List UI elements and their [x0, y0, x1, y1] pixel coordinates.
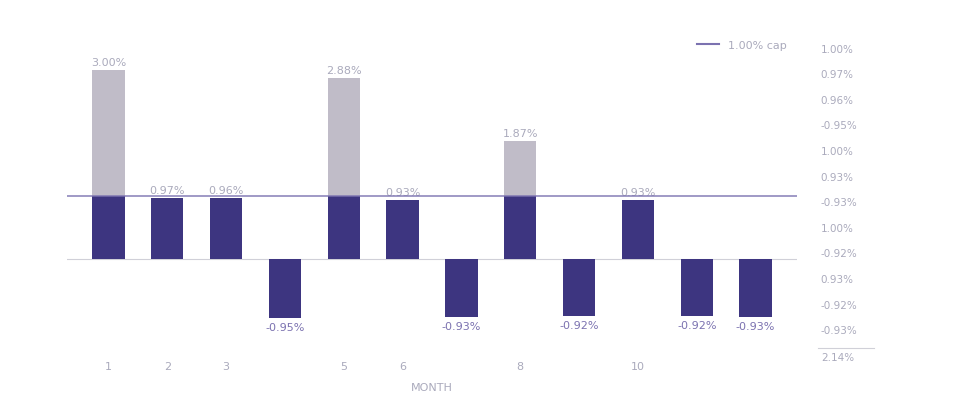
Bar	[622, 201, 654, 259]
Text: -0.92%: -0.92%	[560, 320, 599, 330]
Bar	[92, 196, 125, 259]
Text: 0.93%: 0.93%	[821, 274, 853, 284]
Text: -0.93%: -0.93%	[821, 198, 857, 208]
Text: 1.00%: 1.00%	[821, 147, 853, 157]
Text: -0.93%: -0.93%	[442, 321, 481, 331]
Text: 1.00%: 1.00%	[821, 45, 853, 54]
Bar	[327, 196, 360, 259]
Text: 0.96%: 0.96%	[208, 186, 244, 196]
Bar	[386, 201, 419, 259]
Bar	[504, 142, 537, 196]
Text: 0.96%: 0.96%	[821, 96, 853, 106]
Bar	[504, 196, 537, 259]
X-axis label: MONTH: MONTH	[411, 382, 453, 392]
Bar	[92, 71, 125, 196]
Text: 2.88%: 2.88%	[326, 65, 362, 76]
Text: 2.14%: 2.14%	[821, 352, 854, 362]
Text: -0.93%: -0.93%	[736, 321, 776, 331]
Text: 0.97%: 0.97%	[150, 185, 185, 195]
Text: 0.93%: 0.93%	[385, 188, 420, 198]
Text: 0.97%: 0.97%	[821, 70, 853, 80]
Legend: 1.00% cap: 1.00% cap	[692, 36, 791, 55]
Bar	[445, 259, 478, 317]
Text: -0.95%: -0.95%	[821, 121, 857, 131]
Bar	[269, 259, 301, 318]
Bar	[210, 199, 242, 259]
Text: -0.92%: -0.92%	[821, 300, 857, 310]
Text: 1.87%: 1.87%	[502, 129, 538, 139]
Text: 0.93%: 0.93%	[821, 172, 853, 182]
Bar	[327, 79, 360, 196]
Text: 3.00%: 3.00%	[91, 58, 126, 68]
Bar	[681, 259, 713, 317]
Text: -0.92%: -0.92%	[821, 249, 857, 259]
Text: -0.92%: -0.92%	[677, 320, 716, 330]
Bar	[151, 198, 183, 259]
Text: -0.93%: -0.93%	[821, 325, 857, 335]
Text: 0.93%: 0.93%	[620, 188, 656, 198]
Text: 1.00%: 1.00%	[821, 223, 853, 233]
Bar	[563, 259, 595, 317]
Bar	[739, 259, 772, 317]
Text: -0.95%: -0.95%	[265, 322, 304, 332]
